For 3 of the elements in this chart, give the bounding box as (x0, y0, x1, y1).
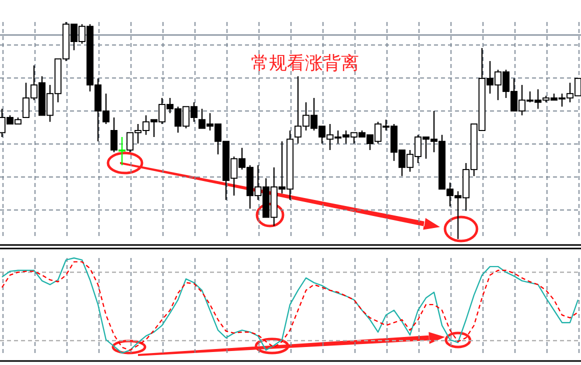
text: 常规看涨背离 (251, 53, 359, 74)
candlestick (118, 136, 126, 166)
candlestick (110, 116, 118, 153)
